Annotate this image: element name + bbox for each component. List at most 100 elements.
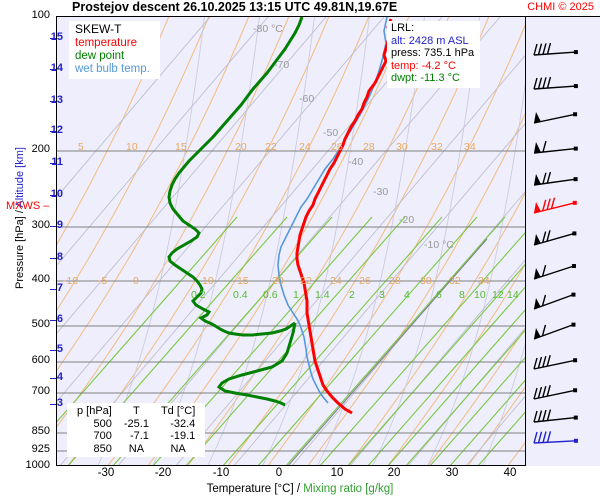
table-cell: 700 xyxy=(93,430,112,442)
copyright-label: CHMI © 2025 xyxy=(527,1,594,13)
pressure-tick-100: 100 xyxy=(31,9,50,21)
pressure-tick-300: 300 xyxy=(31,219,50,231)
sounding-profiles xyxy=(167,16,393,415)
pressure-tick-400: 400 xyxy=(31,273,50,285)
temperature-tick--30: -30 xyxy=(97,467,115,479)
page-title: Prostejov descent 26.10.2025 13:15 UTC 4… xyxy=(72,0,398,14)
theta-label-0: 0 xyxy=(133,275,139,287)
table-row: 700 -7.1 -19.1 xyxy=(71,430,201,443)
altitude-tick-6: 6 xyxy=(56,313,63,325)
theta-label-32: 32 xyxy=(431,141,443,153)
theta-label-28: 28 xyxy=(389,275,401,287)
theta-label-22: 22 xyxy=(300,275,312,287)
pressure-tick-850: 850 xyxy=(31,425,50,437)
theta-label-22: 22 xyxy=(265,141,277,153)
temperature-tick-20: 20 xyxy=(387,467,401,479)
theta-label-5: 5 xyxy=(78,141,84,153)
wind-barb xyxy=(533,140,578,154)
legend-box: SKEW-T temperature dew point wet bulb te… xyxy=(69,21,160,79)
legend-title: SKEW-T xyxy=(75,22,122,36)
altitude-tick-9: 9 xyxy=(56,219,63,231)
lrl-altitude: alt: 2428 m ASL xyxy=(391,34,469,47)
theta-label-24: 24 xyxy=(330,275,342,287)
isotherm-label--20: -20 xyxy=(399,214,415,226)
table-row: 500 -25.1 -32.4 xyxy=(71,418,201,431)
table-header-cell: p [hPa] xyxy=(77,405,112,417)
altitude-tickmark xyxy=(50,131,56,132)
wind-barb xyxy=(533,264,576,280)
table-header-cell: T xyxy=(133,405,140,417)
wind-barb xyxy=(533,112,578,124)
altitude-tick-11: 11 xyxy=(51,156,63,168)
y-axis-caption-altitude: Altitude [km] xyxy=(14,147,26,208)
wind-barb xyxy=(533,292,576,310)
table-body: 500 -25.1 -32.4 700 -7.1 -19.1 850 NA NA xyxy=(71,418,201,456)
altitude-tickmark xyxy=(50,195,56,196)
theta-label-24: 24 xyxy=(299,141,311,153)
wind-barb xyxy=(533,409,578,423)
legend-item-temperature: temperature xyxy=(75,37,138,49)
temperature-tick-30: 30 xyxy=(445,467,459,479)
lrl-title: LRL: xyxy=(391,22,415,34)
skewt-plot-area[interactable]: -80 °C -70 -60 -50 -40 -30 -20 -10 °C -10 -5 0 10 1… xyxy=(6,16,579,466)
x-axis-caption-mixing-ratio: Mixing ratio [g/kg] xyxy=(303,483,394,495)
mixing-ratio-label-0.6: 0.6 xyxy=(263,289,278,301)
pressure-tick-500: 500 xyxy=(31,318,50,330)
temperature-tick--10: -10 xyxy=(212,467,230,479)
lrl-info-box: LRL: alt: 2428 m ASL press: 735.1 hPa te… xyxy=(387,21,481,88)
wind-barb xyxy=(533,322,576,340)
altitude-tickmark xyxy=(50,163,56,164)
mixing-ratio-label-10: 10 xyxy=(474,289,486,301)
mixing-ratio-label-2: 2 xyxy=(349,289,355,301)
theta-label-15: 15 xyxy=(237,275,249,287)
mxws-label: MXWS – xyxy=(6,200,50,212)
temperature-tick-40: 40 xyxy=(503,467,517,479)
lrl-dewpoint: dwpt: -11.3 °C xyxy=(391,72,461,84)
theta-label-26: 26 xyxy=(359,275,371,287)
pressure-tick-925: 925 xyxy=(31,443,50,455)
wind-barbs xyxy=(533,42,578,444)
mixing-ratio-label-1: 1 xyxy=(293,289,299,301)
mixing-ratio-label-1.4: 1.4 xyxy=(315,289,330,301)
x-axis-caption-temperature: Temperature [°C] / xyxy=(206,483,301,495)
wind-barb-panel xyxy=(526,16,600,466)
altitude-tickmark xyxy=(50,378,56,379)
pressure-tick-1000: 1000 xyxy=(25,459,50,471)
table-header-row: p [hPa] T Td [°C] xyxy=(71,405,201,418)
isotherm-label--50: -50 xyxy=(323,127,339,139)
altitude-tick-10: 10 xyxy=(50,188,63,200)
isotherm-label--80C: -80 °C xyxy=(253,23,283,35)
wet-bulb-curve xyxy=(277,16,388,404)
wind-barb xyxy=(533,385,578,400)
altitude-tickmark xyxy=(50,289,56,290)
wind-barb xyxy=(533,431,578,444)
mixing-ratio-label-12: 12 xyxy=(492,289,504,301)
theta-label-20: 20 xyxy=(272,275,284,287)
pressure-tick-200: 200 xyxy=(31,143,50,155)
altitude-tickmark xyxy=(50,101,56,102)
pressure-tick-700: 700 xyxy=(31,385,50,397)
altitude-tickmark xyxy=(50,69,56,70)
pressure-tick-600: 600 xyxy=(31,354,50,366)
wind-barb xyxy=(533,76,578,90)
mixing-ratio-label-14: 14 xyxy=(507,289,519,301)
wind-barb xyxy=(533,171,578,186)
table-cell: -25.1 xyxy=(123,417,149,430)
table-cell: NA xyxy=(170,442,186,455)
altitude-tickmark xyxy=(50,226,56,227)
altitude-tickmark xyxy=(50,320,56,321)
table-cell: -7.1 xyxy=(129,430,149,442)
theta-label-15: 15 xyxy=(175,141,187,153)
legend-item-dew-point: dew point xyxy=(75,50,125,62)
theta-label-30: 30 xyxy=(396,141,408,153)
altitude-tick-14: 14 xyxy=(50,62,63,74)
altitude-tickmark xyxy=(50,404,56,405)
temperature-curve xyxy=(295,18,393,415)
theta-label--5: -5 xyxy=(98,275,108,287)
altitude-tick-7: 7 xyxy=(56,282,63,294)
dew-point-curve xyxy=(167,16,304,407)
isotherm-label--40: -40 xyxy=(348,156,364,168)
altitude-tick-15: 15 xyxy=(50,31,63,43)
temperature-tick--20: -20 xyxy=(154,467,172,479)
table-cell: 850 xyxy=(93,442,112,455)
